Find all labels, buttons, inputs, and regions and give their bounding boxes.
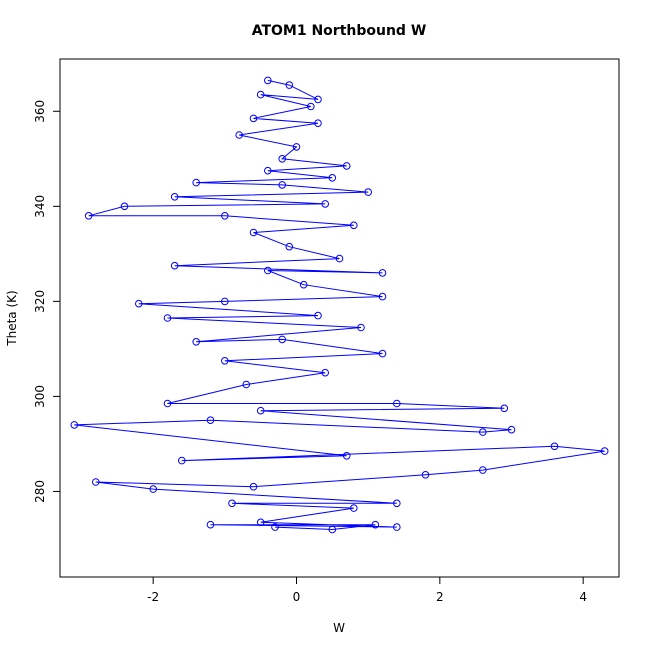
data-point — [335, 254, 344, 263]
data-point — [393, 499, 401, 508]
data-point — [242, 380, 251, 389]
data-point — [264, 266, 272, 275]
data-point — [479, 466, 487, 474]
data-point — [507, 425, 516, 434]
data-point — [271, 523, 279, 531]
data-point — [120, 202, 129, 211]
y-tick-label: 300 — [33, 385, 47, 408]
data-point — [357, 323, 365, 332]
data-point — [328, 174, 337, 182]
data-point — [500, 404, 509, 413]
data-point — [264, 166, 272, 175]
data-point — [249, 114, 258, 123]
y-axis-label: Theta (K) — [5, 290, 19, 346]
data-point — [256, 406, 265, 415]
data-point — [350, 504, 358, 512]
plot-region — [70, 76, 609, 534]
data-point — [192, 178, 200, 187]
data-point — [550, 442, 559, 451]
data-point — [314, 95, 322, 104]
data-point — [149, 485, 157, 493]
data-point — [342, 452, 351, 460]
chart-title: ATOM1 Northbound W — [252, 23, 427, 39]
data-point — [84, 212, 93, 220]
data-point — [342, 162, 351, 170]
data-point — [178, 456, 186, 465]
x-tick-label: 2 — [436, 590, 444, 604]
data-point — [285, 81, 294, 89]
data-point — [163, 314, 172, 322]
data-point — [135, 299, 143, 308]
data-point — [371, 520, 380, 529]
data-point — [393, 523, 401, 531]
data-point — [328, 525, 337, 534]
data-point — [393, 399, 401, 408]
data-point — [206, 520, 215, 529]
data-point — [221, 212, 229, 220]
series-lines — [74, 79, 605, 531]
x-tick-label: 0 — [293, 590, 301, 604]
data-point — [221, 357, 229, 365]
data-point — [378, 292, 387, 301]
data-point — [256, 90, 265, 99]
data-point — [249, 482, 258, 491]
data-point — [378, 269, 387, 277]
data-point — [170, 261, 179, 270]
x-axis-label: W — [333, 621, 345, 635]
y-tick-label: 340 — [33, 195, 47, 218]
data-point — [299, 280, 308, 289]
data-point — [92, 478, 100, 486]
data-point — [307, 102, 315, 111]
data-point — [292, 143, 301, 151]
data-point — [221, 297, 229, 306]
data-point — [600, 447, 609, 455]
data-point — [278, 155, 287, 163]
y-tick-label: 360 — [33, 100, 47, 123]
series-points — [70, 76, 609, 534]
data-point — [314, 119, 322, 127]
data-point — [235, 131, 243, 139]
data-point — [228, 499, 236, 508]
data-point — [70, 421, 79, 429]
data-point — [256, 518, 265, 527]
data-point — [264, 76, 272, 85]
data-point — [350, 221, 358, 230]
data-point — [364, 188, 373, 196]
data-point — [192, 338, 200, 346]
data-point — [278, 181, 287, 189]
series-line — [74, 79, 605, 531]
x-tick-label: 4 — [579, 590, 587, 604]
data-point — [314, 311, 322, 320]
y-axis: 280 300 320 340 360 — [33, 100, 61, 503]
y-tick-label: 320 — [33, 290, 47, 313]
data-point — [321, 368, 330, 377]
y-tick-label: 280 — [33, 480, 47, 503]
x-tick-label: -2 — [147, 590, 159, 604]
data-point — [285, 242, 294, 251]
data-point — [421, 471, 430, 479]
data-point — [321, 200, 330, 208]
data-point — [249, 228, 258, 237]
data-point — [479, 428, 487, 436]
plot-frame — [59, 58, 620, 578]
data-point — [170, 193, 179, 201]
data-point — [378, 349, 387, 358]
data-point — [278, 335, 287, 344]
data-point — [163, 399, 172, 408]
data-point — [206, 416, 215, 425]
x-axis: -2 0 2 4 — [147, 576, 587, 604]
